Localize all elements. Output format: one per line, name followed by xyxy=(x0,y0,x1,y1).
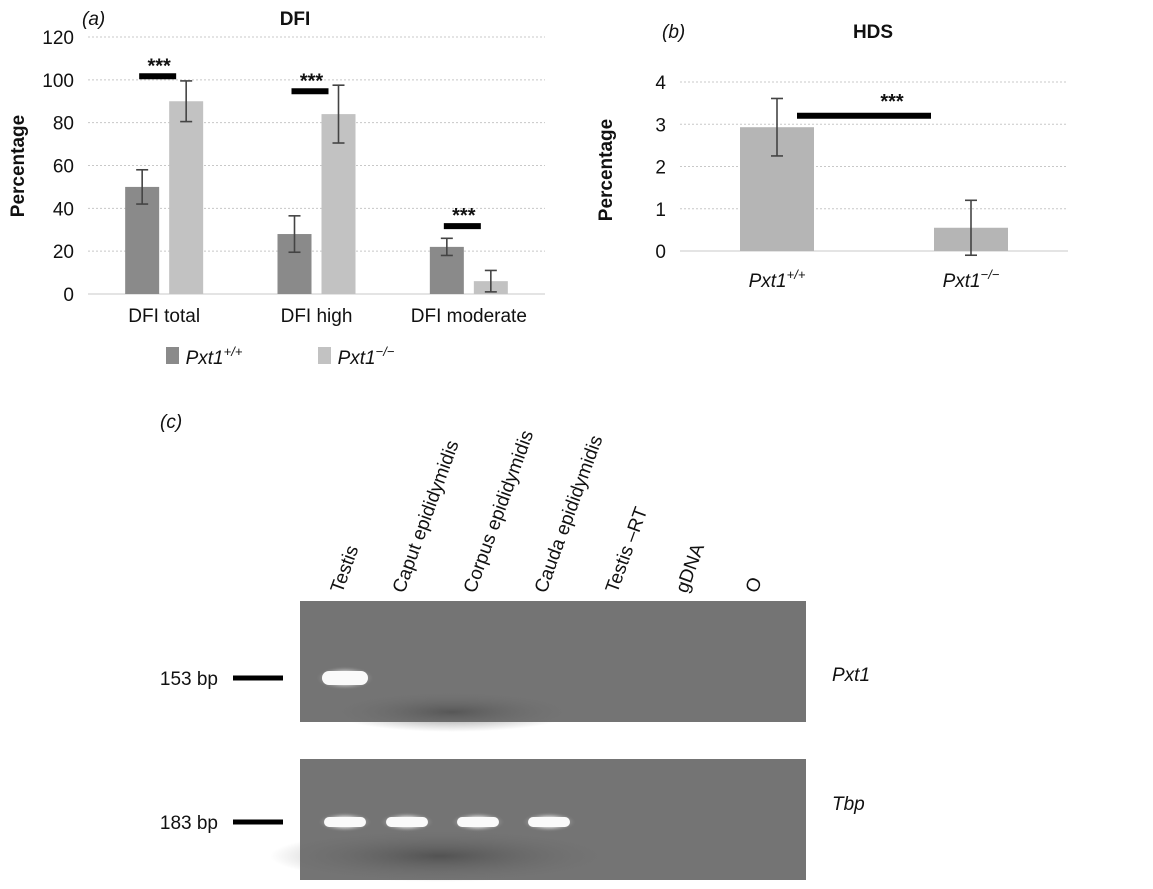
panel-b-label: (b) xyxy=(662,22,685,43)
panel-b-y-tick-label: 0 xyxy=(655,242,666,263)
size-marker: 183 bp xyxy=(160,813,283,834)
panel-b-x-ticks: Pxt1+/+ Pxt1−/− xyxy=(749,267,1000,292)
panel-a-error-bar xyxy=(332,84,345,144)
gel-band xyxy=(457,817,499,827)
panel-a-y-tick-label: 80 xyxy=(53,114,74,135)
panel-a-x-tick-label: DFI moderate xyxy=(411,306,527,327)
panel-a-x-tick-label: DFI total xyxy=(128,306,200,327)
gel-band xyxy=(324,817,366,827)
panel-a-y-tick-label: 120 xyxy=(42,28,74,49)
panel-a-error-bar xyxy=(136,168,149,205)
panel-c-label: (c) xyxy=(160,412,182,433)
size-marker-label: 183 bp xyxy=(160,813,218,834)
panel-a-error-bar xyxy=(288,215,301,254)
gel-lane-label: Testis xyxy=(327,543,363,596)
panel-b-significance: *** xyxy=(797,91,931,119)
legend-entry-label: Pxt1−/− xyxy=(338,344,395,369)
panel-a-error-bar xyxy=(440,237,453,257)
panel-b-x-tick-label: Pxt1+/+ xyxy=(749,267,806,292)
panel-a-x-ticks: DFI total DFI high DFI moderate xyxy=(128,306,527,327)
gel-band xyxy=(528,817,570,827)
gel-lane-label: Corpus epididymidis xyxy=(460,428,538,596)
gel-gene-label: Pxt1 xyxy=(832,665,870,686)
panel-a-gridlines xyxy=(88,36,545,295)
legend-swatch xyxy=(318,347,331,364)
panel-b-x-tick-label: Pxt1−/− xyxy=(943,267,1000,292)
panel-a-error-bar xyxy=(484,269,497,293)
gel-row xyxy=(300,601,806,732)
panel-b-y-tick-label: 2 xyxy=(655,158,666,179)
panel-b-y-tick-label: 1 xyxy=(655,200,666,221)
panel-a-error-bar xyxy=(180,80,193,123)
panel-a-bar xyxy=(321,114,356,294)
panel-a-significance-label: *** xyxy=(452,205,476,227)
panel-a-significance-label: *** xyxy=(300,70,324,92)
panel-b-y-tick-label: 4 xyxy=(655,73,666,94)
panel-b-ylabel: Percentage xyxy=(596,119,617,221)
panel-a-y-tick-label: 20 xyxy=(53,242,74,263)
panel-a-label: (a) xyxy=(82,9,105,30)
panel-b-gridlines xyxy=(680,81,1068,252)
gel-smear xyxy=(332,692,572,732)
panel-a-bar xyxy=(169,101,204,294)
legend-swatch xyxy=(166,347,179,364)
panel-a-y-ticks: 0 20 40 60 80 100 120 xyxy=(42,28,74,306)
gel-band xyxy=(386,817,428,827)
size-marker: 153 bp xyxy=(160,669,283,690)
panel-a-bars xyxy=(125,80,508,294)
panel-a: (a) DFI Percentage 0 20 40 60 80 100 120 DFI t… xyxy=(8,9,545,369)
panel-b-title: HDS xyxy=(853,22,893,43)
gel-row xyxy=(270,759,806,882)
panel-b-error-bar xyxy=(771,97,783,157)
gel-smear xyxy=(270,830,610,882)
panel-b-y-ticks: 0 1 2 3 4 xyxy=(655,73,666,263)
panel-b-y-tick-label: 3 xyxy=(655,115,666,136)
panel-a-y-tick-label: 60 xyxy=(53,157,74,178)
gel-images: 153 bp Pxt1 183 bp Tbp xyxy=(160,601,870,882)
panel-a-y-tick-label: 100 xyxy=(42,71,74,92)
panel-a-title: DFI xyxy=(280,9,311,30)
gel-lane-label: Cauda epididymidis xyxy=(531,433,607,596)
panel-b-error-bar xyxy=(965,199,977,257)
size-marker-label: 153 bp xyxy=(160,669,218,690)
gel-gene-label: Tbp xyxy=(832,794,865,815)
gel-lane-label: Caput epididymidis xyxy=(389,438,464,596)
panel-a-legend: Pxt1+/+ Pxt1−/− xyxy=(166,344,395,369)
gel-lane-label: Testis –RT xyxy=(602,504,652,596)
gel-lane-label: O xyxy=(742,575,767,596)
panel-a-ylabel: Percentage xyxy=(8,115,29,217)
gel-band xyxy=(322,671,368,685)
panel-b-bars xyxy=(740,97,1008,257)
legend-entry-label: Pxt1+/+ xyxy=(186,344,243,369)
gel-lane-label: gDNA xyxy=(672,541,709,596)
panel-b-significance-label: *** xyxy=(880,91,904,113)
panel-a-significance-label: *** xyxy=(147,55,171,77)
panel-a-y-tick-label: 0 xyxy=(63,285,74,306)
panel-a-y-tick-label: 40 xyxy=(53,199,74,220)
panel-a-x-tick-label: DFI high xyxy=(281,306,353,327)
panel-a-significance: *** *** *** xyxy=(139,55,481,230)
